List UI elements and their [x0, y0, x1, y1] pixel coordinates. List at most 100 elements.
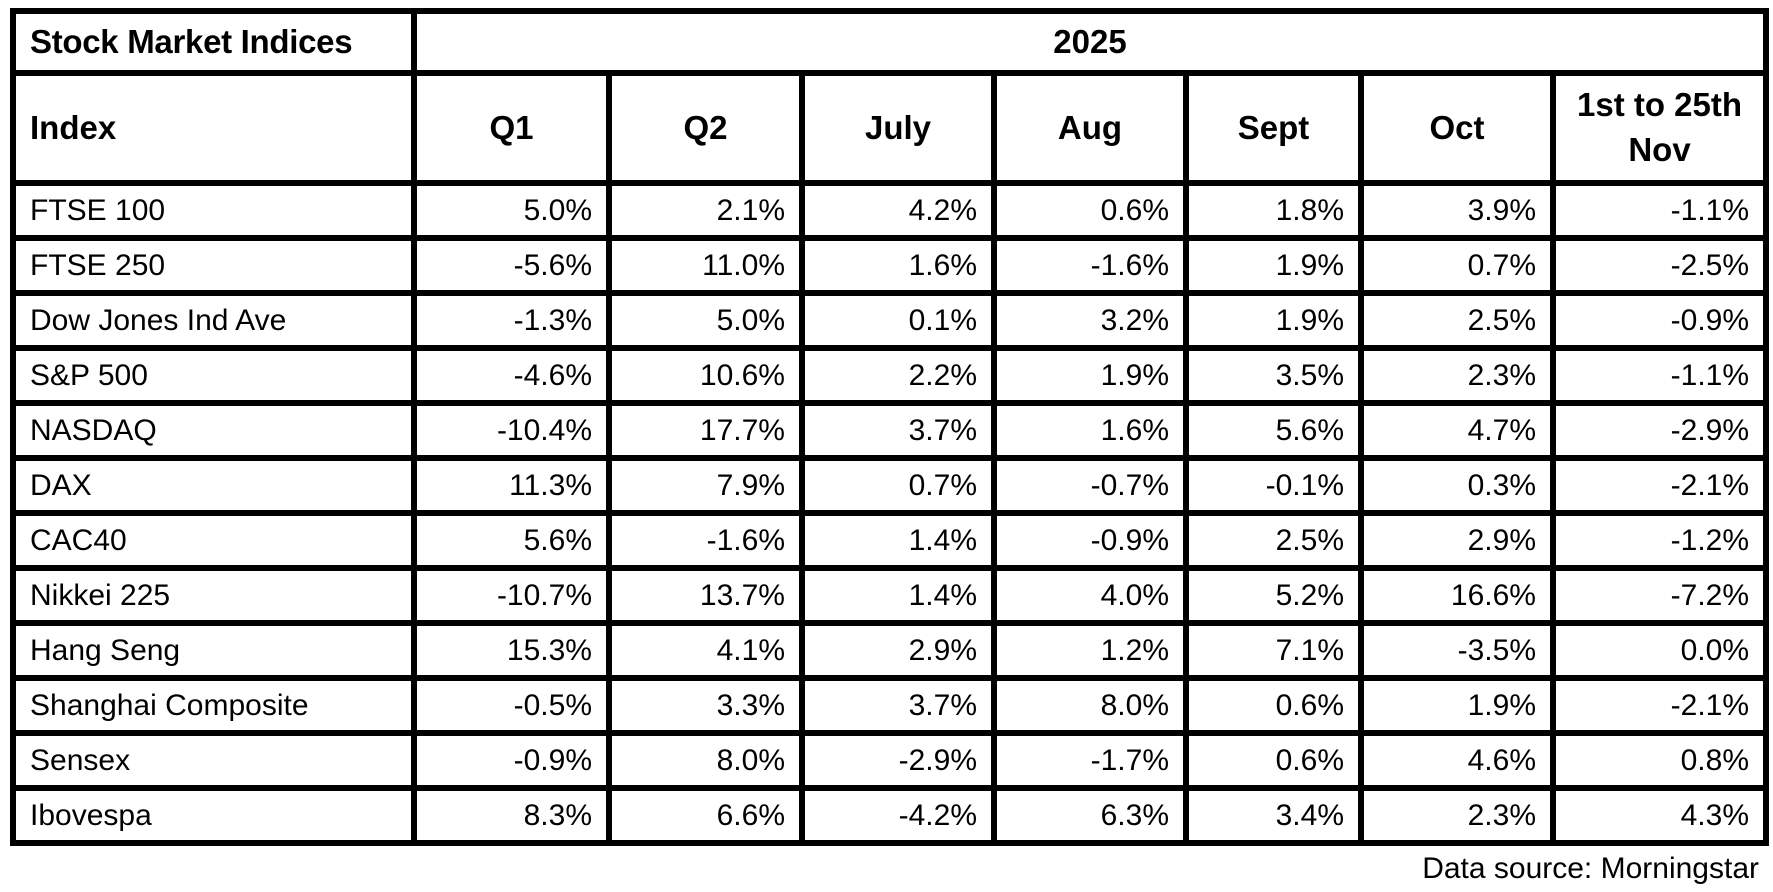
value-cell: -1.1% — [1549, 345, 1770, 406]
value-cell: -1.6% — [991, 235, 1189, 296]
index-name-cell: Ibovespa — [10, 785, 417, 846]
value-cell: 1.4% — [799, 565, 997, 626]
index-name-cell: Nikkei 225 — [10, 565, 417, 626]
index-name-cell: Shanghai Composite — [10, 675, 417, 736]
value-cell: -0.9% — [991, 510, 1189, 571]
table-row: Hang Seng 15.3% 4.1% 2.9% 1.2% 7.1% -3.5… — [10, 620, 1770, 681]
value-cell: 1.9% — [1183, 235, 1364, 296]
value-cell: 4.2% — [799, 180, 997, 241]
value-cell: -7.2% — [1549, 565, 1770, 626]
value-cell: -1.1% — [1549, 180, 1770, 241]
value-cell: 3.3% — [606, 675, 805, 736]
index-name-cell: NASDAQ — [10, 400, 417, 461]
value-cell: 0.6% — [1183, 730, 1364, 791]
value-cell: 2.3% — [1358, 785, 1556, 846]
value-cell: 1.4% — [799, 510, 997, 571]
value-cell: 0.6% — [991, 180, 1189, 241]
table-row: DAX 11.3% 7.9% 0.7% -0.7% -0.1% 0.3% -2.… — [10, 455, 1770, 516]
value-cell: 8.0% — [991, 675, 1189, 736]
col-header-july: July — [799, 70, 997, 186]
index-name-cell: DAX — [10, 455, 417, 516]
value-cell: 1.6% — [799, 235, 997, 296]
value-cell: 8.3% — [411, 785, 612, 846]
data-source-note: Data source: Morningstar — [1422, 852, 1759, 885]
value-cell: 7.9% — [606, 455, 805, 516]
col-header-aug: Aug — [991, 70, 1189, 186]
value-cell: 0.7% — [1358, 235, 1556, 296]
value-cell: 6.3% — [991, 785, 1189, 846]
value-cell: 8.0% — [606, 730, 805, 791]
index-name-cell: FTSE 100 — [10, 180, 417, 241]
value-cell: 4.0% — [991, 565, 1189, 626]
index-name-cell: Dow Jones Ind Ave — [10, 290, 417, 351]
value-cell: 17.7% — [606, 400, 805, 461]
value-cell: 6.6% — [606, 785, 805, 846]
index-name-cell: Hang Seng — [10, 620, 417, 681]
value-cell: 5.6% — [1183, 400, 1364, 461]
value-cell: 2.5% — [1358, 290, 1556, 351]
value-cell: 4.6% — [1358, 730, 1556, 791]
table-row: Sensex -0.9% 8.0% -2.9% -1.7% 0.6% 4.6% … — [10, 730, 1770, 791]
value-cell: 10.6% — [606, 345, 805, 406]
value-cell: 1.2% — [991, 620, 1189, 681]
value-cell: 0.1% — [799, 290, 997, 351]
value-cell: -2.5% — [1549, 235, 1770, 296]
value-cell: 2.2% — [799, 345, 997, 406]
value-cell: -2.1% — [1549, 675, 1770, 736]
value-cell: -0.9% — [411, 730, 612, 791]
value-cell: -10.7% — [411, 565, 612, 626]
value-cell: -1.3% — [411, 290, 612, 351]
value-cell: 16.6% — [1358, 565, 1556, 626]
value-cell: 4.3% — [1549, 785, 1770, 846]
table-row: S&P 500 -4.6% 10.6% 2.2% 1.9% 3.5% 2.3% … — [10, 345, 1770, 406]
value-cell: 3.2% — [991, 290, 1189, 351]
value-cell: 1.9% — [991, 345, 1189, 406]
value-cell: 5.2% — [1183, 565, 1364, 626]
title-row: Stock Market Indices 2025 — [10, 8, 1770, 76]
value-cell: 11.0% — [606, 235, 805, 296]
index-name-cell: S&P 500 — [10, 345, 417, 406]
table-row: NASDAQ -10.4% 17.7% 3.7% 1.6% 5.6% 4.7% … — [10, 400, 1770, 461]
value-cell: 0.6% — [1183, 675, 1364, 736]
value-cell: -1.2% — [1549, 510, 1770, 571]
value-cell: 5.0% — [411, 180, 612, 241]
value-cell: -1.7% — [991, 730, 1189, 791]
value-cell: 1.8% — [1183, 180, 1364, 241]
value-cell: -1.6% — [606, 510, 805, 571]
col-header-index: Index — [10, 70, 417, 186]
value-cell: -3.5% — [1358, 620, 1556, 681]
value-cell: -2.1% — [1549, 455, 1770, 516]
value-cell: 5.0% — [606, 290, 805, 351]
col-header-q1: Q1 — [411, 70, 612, 186]
value-cell: 0.3% — [1358, 455, 1556, 516]
value-cell: 3.7% — [799, 675, 997, 736]
table-row: Shanghai Composite -0.5% 3.3% 3.7% 8.0% … — [10, 675, 1770, 736]
value-cell: 0.7% — [799, 455, 997, 516]
column-header-row: Index Q1 Q2 July Aug Sept Oct 1st to 25t… — [10, 70, 1770, 186]
value-cell: -0.1% — [1183, 455, 1364, 516]
value-cell: 0.8% — [1549, 730, 1770, 791]
value-cell: 2.1% — [606, 180, 805, 241]
value-cell: -0.9% — [1549, 290, 1770, 351]
value-cell: -2.9% — [1549, 400, 1770, 461]
col-header-sept: Sept — [1183, 70, 1364, 186]
value-cell: 1.9% — [1183, 290, 1364, 351]
value-cell: 1.6% — [991, 400, 1189, 461]
value-cell: 4.7% — [1358, 400, 1556, 461]
index-name-cell: Sensex — [10, 730, 417, 791]
value-cell: 3.9% — [1358, 180, 1556, 241]
value-cell: 3.7% — [799, 400, 997, 461]
value-cell: -0.5% — [411, 675, 612, 736]
value-cell: 7.1% — [1183, 620, 1364, 681]
col-header-q2: Q2 — [606, 70, 805, 186]
value-cell: 2.3% — [1358, 345, 1556, 406]
value-cell: 3.5% — [1183, 345, 1364, 406]
table-row: Ibovespa 8.3% 6.6% -4.2% 6.3% 3.4% 2.3% … — [10, 785, 1770, 846]
value-cell: -4.2% — [799, 785, 997, 846]
value-cell: -5.6% — [411, 235, 612, 296]
col-header-oct: Oct — [1358, 70, 1556, 186]
index-name-cell: CAC40 — [10, 510, 417, 571]
value-cell: -4.6% — [411, 345, 612, 406]
value-cell: 2.9% — [799, 620, 997, 681]
